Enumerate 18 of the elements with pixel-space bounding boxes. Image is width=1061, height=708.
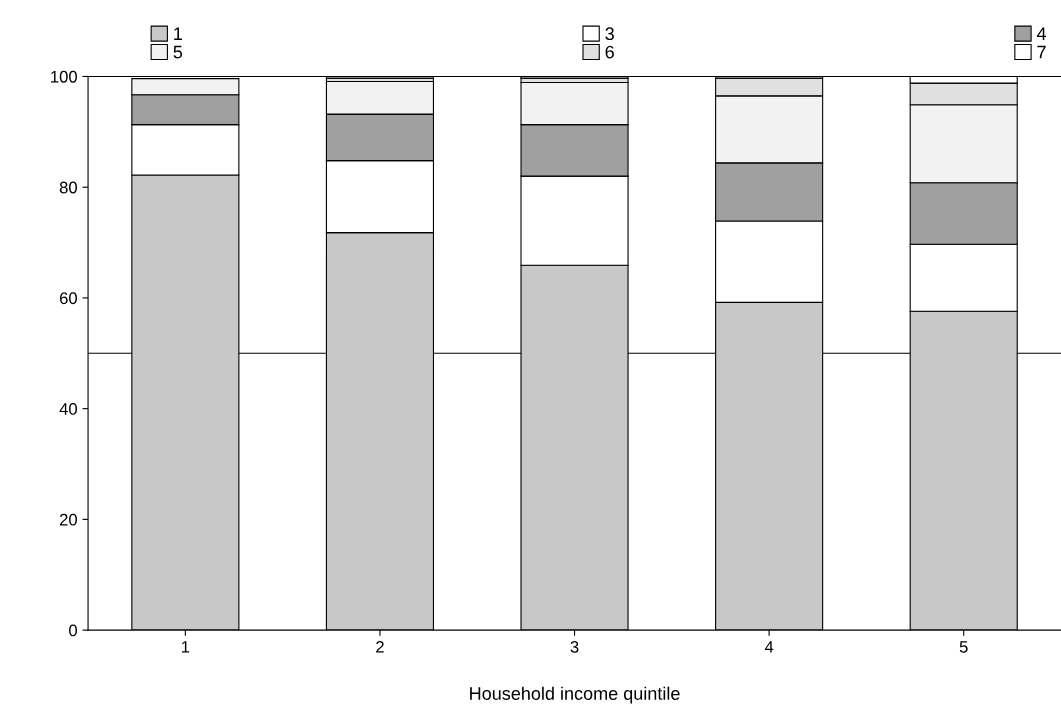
x-tick-label: 3 [570, 640, 579, 653]
y-tick-label: 100 [51, 70, 77, 83]
x-axis-title: Household income quintile [470, 686, 680, 704]
legend-label: 5 [173, 45, 183, 59]
y-tick-label: 60 [59, 292, 77, 305]
x-tick-label: 5 [959, 641, 968, 653]
x-tick-label: 2 [376, 640, 384, 653]
legend-label: 7 [1037, 45, 1046, 59]
y-tick-label: 40 [59, 403, 77, 415]
legend-label: 1 [174, 27, 182, 40]
y-tick-label: 20 [59, 513, 77, 526]
y-tick-label: 80 [59, 181, 77, 194]
legend-label: 6 [605, 45, 614, 59]
x-tick-label: 1 [181, 641, 190, 653]
y-tick-label: 0 [69, 624, 77, 637]
legend-label: 4 [1036, 27, 1047, 40]
x-tick-label: 4 [764, 641, 774, 653]
legend-label: 3 [605, 27, 614, 41]
